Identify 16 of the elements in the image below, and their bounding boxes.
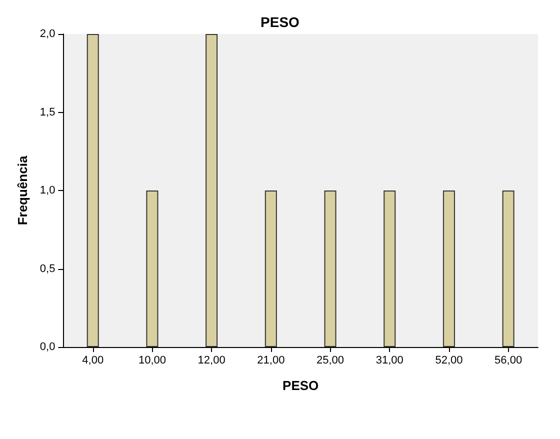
x-tick-label: 21,00 [257,354,285,366]
y-tick-label: 2,0 [40,28,56,40]
x-tick-label: 25,00 [316,354,344,366]
x-tick-label: 12,00 [198,354,226,366]
x-tick-label: 4,00 [82,354,104,366]
x-tick-label: 56,00 [494,354,522,366]
x-tick-label: 10,00 [138,354,166,366]
x-axis-title: PESO [282,378,319,393]
x-tick-label: 31,00 [376,354,404,366]
x-tick-label: 52,00 [435,354,463,366]
y-tick-label: 0,0 [40,341,56,353]
y-tick-label: 1,0 [40,184,56,196]
y-tick-label: 0,5 [40,262,56,275]
y-axis-title: Frequência [15,155,30,226]
chart-title: PESO [260,14,300,30]
y-tick-label: 1,5 [40,106,56,118]
